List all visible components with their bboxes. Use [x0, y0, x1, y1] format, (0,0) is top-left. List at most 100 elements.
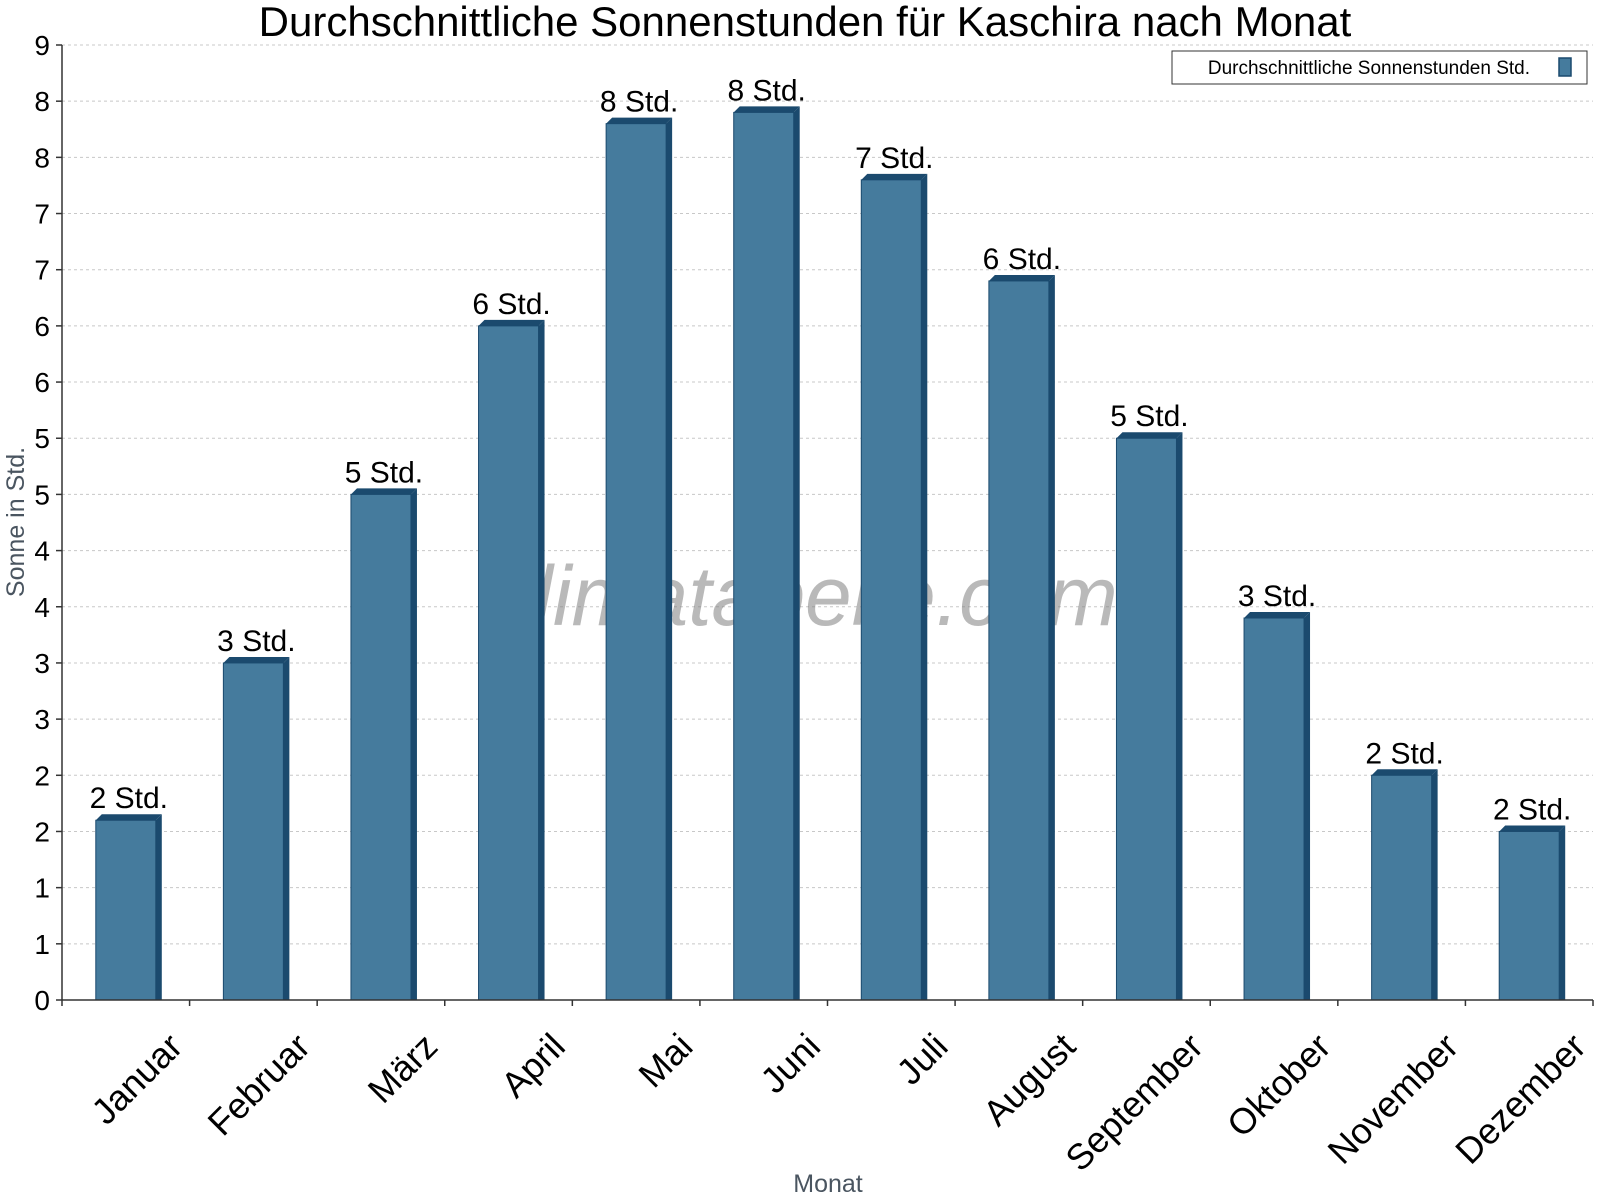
data-label: 7 Std. [855, 142, 933, 175]
x-tick-label: September [1057, 1025, 1211, 1179]
x-tick-label: Dezember [1447, 1025, 1593, 1171]
x-tick-label: August [975, 1025, 1083, 1133]
x-tick-label: April [493, 1025, 573, 1105]
y-tick-label: 7 [34, 199, 50, 230]
data-label: 3 Std. [217, 625, 295, 658]
bar-top [988, 274, 1055, 281]
bar-face [605, 123, 667, 1001]
y-tick-label: 1 [34, 873, 50, 904]
bar-side [666, 117, 673, 1001]
bar-side [793, 106, 800, 1001]
bar-face [222, 662, 284, 1001]
bar-top [223, 656, 290, 663]
bar-face [1371, 774, 1433, 1001]
bar-side [921, 173, 928, 1000]
bar-side [1431, 769, 1438, 1000]
bar-top [95, 814, 162, 821]
bar-2 [222, 656, 290, 1001]
data-label: 2 Std. [90, 782, 168, 815]
y-tick-label: 4 [34, 536, 50, 567]
gridlines [62, 44, 1593, 945]
data-label: 6 Std. [472, 288, 550, 321]
bar-face [1243, 617, 1305, 1001]
y-tick-label: 6 [34, 367, 50, 398]
data-label: 8 Std. [728, 74, 806, 107]
y-axis-title: Sonne in Std. [2, 447, 30, 597]
bars [95, 106, 1566, 1001]
bar-6 [733, 106, 800, 1001]
bar-5 [605, 117, 673, 1001]
data-label: 2 Std. [1493, 793, 1571, 826]
x-tick-label: November [1320, 1025, 1466, 1171]
bar-4 [478, 319, 545, 1001]
bar-top [733, 106, 800, 113]
bar-face [860, 179, 922, 1001]
x-tick-label: Januar [83, 1025, 190, 1132]
bar-side [1048, 274, 1055, 1000]
legend: Durchschnittliche Sonnenstunden Std. [1171, 50, 1588, 85]
legend-swatch [1558, 57, 1572, 77]
bar-top [478, 319, 545, 326]
bar-face [1115, 437, 1177, 1001]
bar-top [1499, 825, 1566, 832]
chart-title: Durchschnittliche Sonnenstunden für Kasc… [259, 0, 1352, 45]
legend-item-label: Durchschnittliche Sonnenstunden Std. [1208, 58, 1530, 79]
data-label: 2 Std. [1365, 737, 1443, 770]
x-tick-label: Mai [630, 1025, 700, 1095]
y-tick-label: 8 [34, 86, 50, 117]
bar-3 [350, 488, 417, 1001]
y-tick-label: 2 [34, 760, 50, 791]
y-tick-label: 2 [34, 816, 50, 847]
bar-top [350, 488, 417, 495]
y-tick-labels: 0 1 1 2 2 3 3 4 4 5 5 6 6 7 7 8 8 9 [34, 30, 50, 1016]
bar-7 [860, 173, 928, 1001]
bar-top [1244, 612, 1311, 618]
bar-side [410, 488, 417, 1000]
y-tick-label: 4 [34, 592, 50, 623]
data-label: 6 Std. [983, 243, 1061, 276]
bar-8 [988, 274, 1055, 1001]
bar-side [155, 814, 162, 1000]
data-label: 3 Std. [1238, 580, 1316, 613]
y-tick-label: 5 [34, 423, 50, 454]
y-tick-label: 8 [34, 142, 50, 173]
bar-9 [1115, 432, 1183, 1001]
y-tick-label: 1 [34, 929, 50, 960]
bar-side [1304, 612, 1311, 1000]
x-tick-label: Februar [200, 1025, 318, 1143]
y-tick-label: 5 [34, 479, 50, 510]
bar-side [1559, 825, 1566, 1000]
bar-top [1371, 769, 1438, 776]
bar-10 [1243, 612, 1311, 1001]
bar-side [538, 319, 545, 1001]
data-label: 8 Std. [600, 86, 678, 119]
bar-top [606, 117, 673, 124]
bar-12 [1498, 825, 1566, 1001]
x-axis-title: Monat [793, 1170, 863, 1198]
bar-face [478, 325, 540, 1001]
y-tick-label: 0 [34, 985, 50, 1016]
y-tick-label: 3 [34, 704, 50, 735]
bar-side [1176, 432, 1183, 1000]
x-tick-labels: Januar Februar März April Mai Juni Juli AugustS… [83, 1025, 1593, 1179]
bar-top [1116, 432, 1183, 439]
data-labels: 2 Std. 3 Std. 5 Std. 6 Std. 8 Std. 8 Std. 7 St… [90, 74, 1572, 826]
bar-11 [1371, 769, 1438, 1001]
x-tick-label: März [360, 1025, 446, 1111]
x-tick-label: Juni [752, 1025, 828, 1101]
bar-face [350, 493, 412, 1001]
bar-face [1498, 830, 1560, 1001]
bar-face [95, 819, 157, 1001]
y-tick-label: 9 [34, 30, 50, 61]
axes [56, 44, 1594, 1006]
bar-face [733, 111, 795, 1001]
data-label: 5 Std. [345, 456, 423, 489]
y-tick-label: 7 [34, 255, 50, 286]
y-tick-label: 3 [34, 648, 50, 679]
y-tick-label: 6 [34, 311, 50, 342]
x-tick-label: Oktober [1219, 1025, 1339, 1145]
legend-box [1171, 50, 1588, 85]
data-label: 5 Std. [1110, 400, 1188, 433]
bar-face [988, 280, 1050, 1001]
